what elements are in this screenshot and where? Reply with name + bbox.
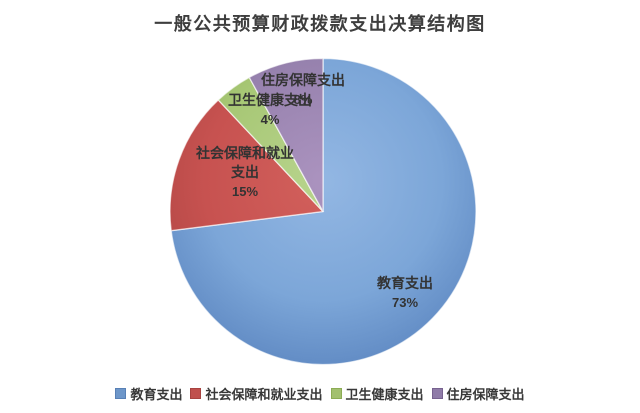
slice-label-housing-pct: 8% — [293, 92, 313, 107]
legend-item-4: 住房保障支出 — [431, 384, 525, 403]
legend-swatch-icon — [431, 387, 443, 399]
chart-legend: 教育支出 社会保障和就业支出 卫生健康支出 住房保障支出 — [0, 383, 640, 403]
legend-label: 教育支出 — [130, 386, 183, 402]
slice-label-social-pct: 15% — [231, 184, 259, 199]
legend-item-1: 教育支出 — [115, 384, 182, 403]
chart-title: 一般公共预算财政拨款支出决算结构图 — [154, 14, 486, 34]
slice-label-housing: 住房保障支出 8% — [261, 71, 345, 109]
slice-label-health-pct: 4% — [260, 112, 280, 127]
slice-label-health-name: 卫生健康支出 — [228, 92, 312, 108]
legend-item-2: 社会保障和就业支出 — [190, 384, 323, 403]
slice-label-health: 卫生健康支出 4% — [228, 91, 312, 129]
legend-swatch-icon — [330, 387, 342, 399]
legend-label: 住房保障支出 — [446, 386, 525, 402]
legend-label: 社会保障和就业支出 — [205, 386, 323, 402]
slice-label-education-name: 教育支出 — [377, 275, 433, 291]
slice-label-education-pct: 73% — [391, 295, 419, 310]
legend-swatch-icon — [115, 387, 127, 399]
pie-slice-2 — [169, 99, 325, 232]
legend-label: 卫生健康支出 — [345, 386, 424, 402]
slice-label-social-name-line1: 社会保障和就业 — [196, 145, 294, 161]
pie-slice-4 — [248, 57, 324, 212]
slice-label-social: 社会保障和就业 支出 15% — [196, 144, 294, 201]
slice-label-housing-name: 住房保障支出 — [261, 72, 345, 88]
legend-item-3: 卫生健康支出 — [330, 384, 424, 403]
slice-label-social-name-line2: 支出 — [231, 164, 259, 180]
slice-label-education: 教育支出 73% — [377, 274, 433, 312]
legend-swatch-icon — [190, 387, 202, 399]
